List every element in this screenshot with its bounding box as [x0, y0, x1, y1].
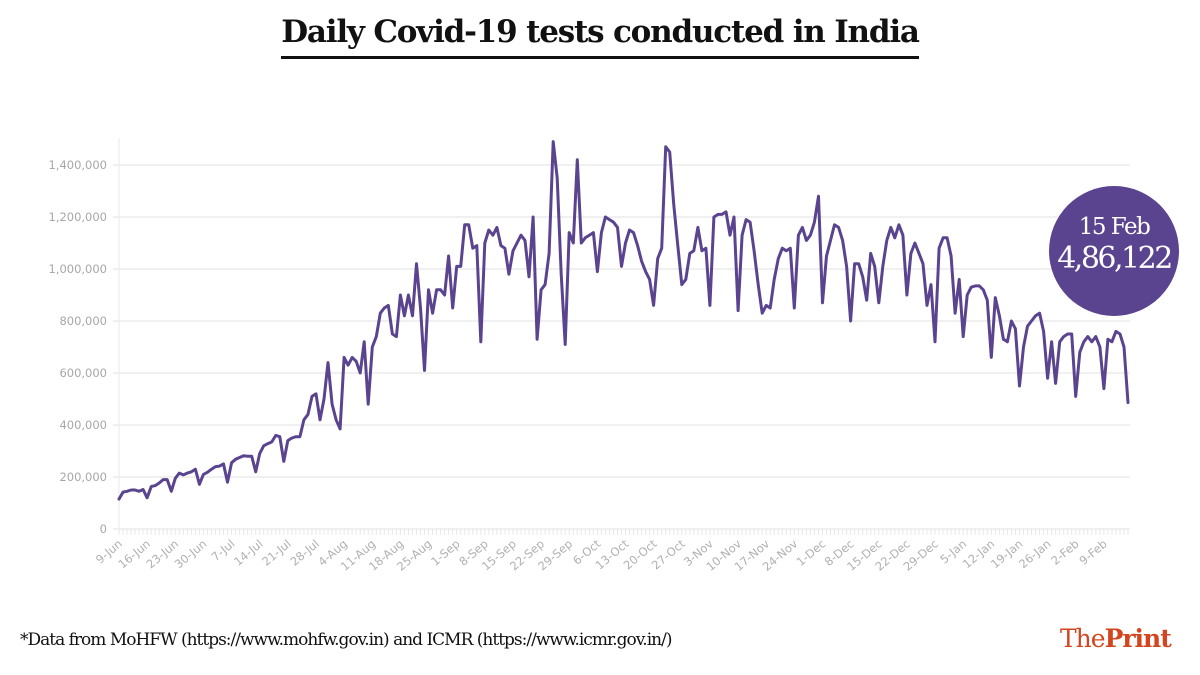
x-tick-label: 1-Sep — [428, 537, 462, 569]
x-tick-label: 26-Jan — [1016, 537, 1053, 572]
y-tick-label: 1,400,000 — [48, 158, 107, 172]
x-tick-label: 28-Jul — [287, 537, 322, 569]
series-group — [117, 140, 1130, 501]
source-footnote: *Data from MoHFW (https://www.mohfw.gov.… — [20, 630, 672, 650]
chart-title: Daily Covid-19 tests conducted in India — [281, 14, 920, 59]
brand-part1: The — [1060, 624, 1106, 653]
y-tick-label: 400,000 — [59, 418, 107, 432]
y-tick-label: 1,000,000 — [48, 262, 107, 276]
x-tick-label: 14-Jul — [231, 537, 266, 569]
latest-value-callout: 15 Feb 4,86,122 — [1049, 186, 1179, 316]
x-axis — [118, 529, 1129, 535]
x-tick-label: 2-Feb — [1048, 537, 1081, 568]
y-tick-label: 1,200,000 — [48, 210, 107, 224]
x-tick-label: 30-Jun — [172, 537, 210, 572]
callout-value: 4,86,122 — [1057, 241, 1173, 276]
y-tick-label: 0 — [100, 522, 107, 536]
brand-part2: Print — [1104, 624, 1172, 653]
gridlines — [113, 138, 1130, 530]
x-tick-label: 9-Feb — [1076, 537, 1109, 568]
series-line-daily-tests — [117, 140, 1130, 501]
title-wrap: Daily Covid-19 tests conducted in India — [0, 14, 1200, 59]
y-tick-label: 200,000 — [59, 470, 107, 484]
callout-date: 15 Feb — [1078, 214, 1151, 240]
y-tick-label: 600,000 — [59, 366, 107, 380]
y-tick-label: 800,000 — [59, 314, 107, 328]
y-axis-ticks: 0 200,000 400,000 600,000 800,000 1,000,000 1,… — [48, 158, 107, 536]
x-tick-label: 1-Dec — [794, 537, 829, 569]
brand-logo: ThePrint — [1060, 624, 1172, 653]
x-tick-label: 21-Jul — [259, 537, 294, 569]
